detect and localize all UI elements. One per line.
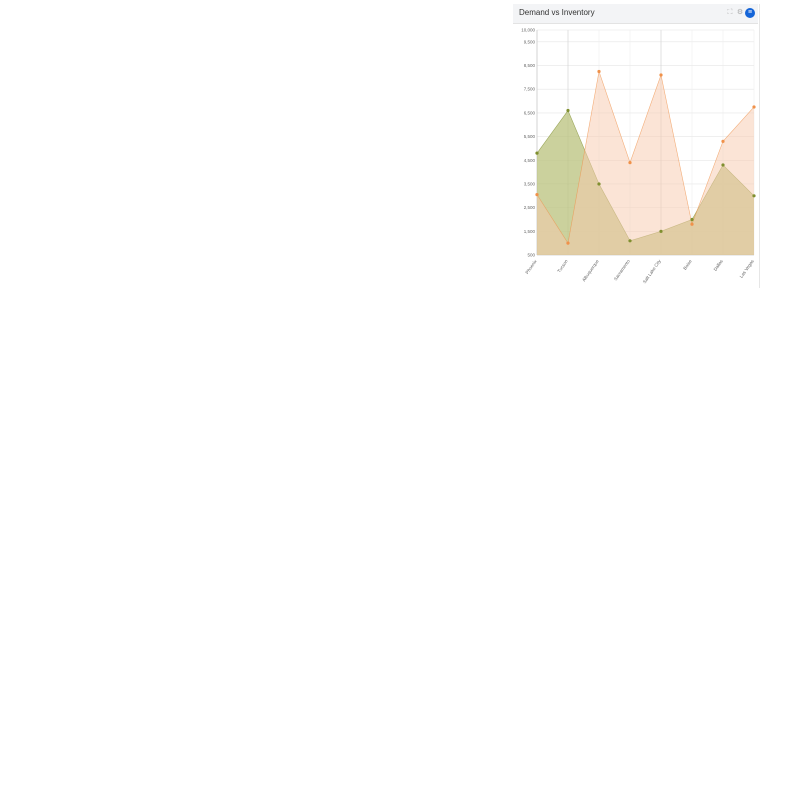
series-area-1 <box>537 71 754 255</box>
y-tick-label: 9,500 <box>524 39 536 44</box>
data-point <box>690 222 694 226</box>
data-point <box>690 217 694 222</box>
y-tick-label: 500 <box>527 253 535 258</box>
widget-title: Demand vs Inventory <box>519 8 595 17</box>
data-point <box>628 239 632 243</box>
y-axis-labels: 500 1,500 2,500 3,500 4,500 5,500 6,500 7,500 8,… <box>521 28 535 258</box>
data-point <box>535 151 539 155</box>
expand-icon[interactable]: ⛶ <box>727 9 733 16</box>
x-tick-label: Salt Lake City <box>642 258 662 284</box>
data-point <box>659 229 663 233</box>
x-tick-label: Las Vegas <box>739 258 756 279</box>
data-point <box>721 163 725 167</box>
data-point <box>535 193 539 197</box>
y-tick-label: 2,500 <box>524 205 536 210</box>
widget-header: Demand vs Inventory ⛶ ⚙ ≡ <box>513 4 758 24</box>
data-point <box>659 73 663 77</box>
y-tick-label: 4,500 <box>524 158 536 163</box>
x-tick-label: Sacramento <box>613 258 631 281</box>
data-point <box>721 139 725 143</box>
series-line-1 <box>536 70 755 244</box>
x-tick-label: Dallas <box>713 258 725 272</box>
x-tick-label: Tucson <box>556 258 569 273</box>
data-point <box>566 241 570 245</box>
data-point <box>628 161 632 165</box>
x-tick-label: Boise <box>682 258 693 270</box>
data-point <box>566 108 570 113</box>
data-point <box>597 69 601 74</box>
y-tick-label: 6,500 <box>524 110 536 115</box>
menu-icon[interactable]: ≡ <box>745 8 755 18</box>
area-chart: 500 1,500 2,500 3,500 4,500 5,500 6,500 7,500 8,… <box>521 28 756 284</box>
data-point <box>597 182 601 186</box>
y-tick-label: 1,500 <box>524 229 536 234</box>
x-tick-label: Albuquerque <box>581 258 600 282</box>
y-tick-label: 7,500 <box>524 87 536 92</box>
data-point <box>752 105 756 109</box>
x-axis-labels: Phoenix Tucson Albuquerque Sacramento Salt L… <box>524 258 755 284</box>
gear-icon[interactable]: ⚙ <box>736 9 744 16</box>
chart-widget: Demand vs Inventory ⛶ ⚙ ≡ 500 1,500 2,500 3… <box>513 4 760 288</box>
chart-points <box>535 69 756 245</box>
y-tick-label: 3,500 <box>524 181 536 186</box>
y-tick-label: 8,500 <box>524 63 536 68</box>
x-tick-label: Phoenix <box>524 258 538 275</box>
chart-series <box>536 70 755 256</box>
y-tick-label: 5,500 <box>524 134 536 139</box>
data-point <box>752 194 756 198</box>
y-tick-label: 10,000 <box>521 28 535 33</box>
